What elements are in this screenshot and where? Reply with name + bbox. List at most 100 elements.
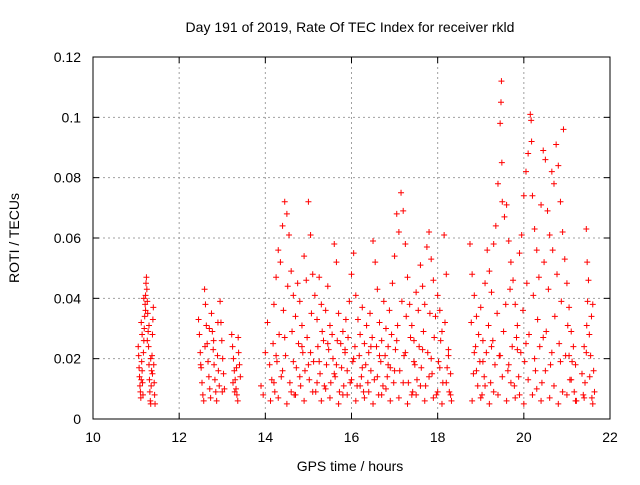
data-point bbox=[305, 361, 312, 368]
data-point bbox=[522, 340, 529, 347]
data-point bbox=[229, 343, 236, 350]
data-point bbox=[335, 400, 342, 407]
data-point bbox=[139, 331, 146, 338]
data-point bbox=[270, 301, 277, 308]
data-point bbox=[289, 328, 296, 335]
data-point bbox=[426, 228, 433, 235]
data-point bbox=[398, 298, 405, 305]
data-point bbox=[333, 361, 340, 368]
data-point bbox=[370, 238, 377, 245]
data-point bbox=[387, 364, 394, 371]
data-point bbox=[590, 367, 597, 374]
data-point bbox=[339, 328, 346, 335]
data-point bbox=[468, 319, 475, 326]
data-point bbox=[411, 361, 418, 368]
data-point bbox=[337, 340, 344, 347]
data-point bbox=[284, 283, 291, 290]
data-point bbox=[443, 379, 450, 386]
data-point bbox=[333, 259, 340, 266]
data-point bbox=[293, 364, 300, 371]
data-point bbox=[395, 394, 402, 401]
data-point bbox=[417, 382, 424, 389]
data-point bbox=[149, 352, 156, 359]
data-point bbox=[505, 238, 512, 245]
data-point bbox=[230, 379, 237, 386]
data-point bbox=[371, 376, 378, 383]
data-point bbox=[202, 301, 209, 308]
data-point bbox=[519, 307, 526, 314]
data-point bbox=[326, 322, 333, 329]
data-point bbox=[555, 162, 562, 169]
data-point bbox=[260, 391, 267, 398]
data-point bbox=[365, 388, 372, 395]
data-point bbox=[306, 376, 313, 383]
data-point bbox=[314, 316, 321, 323]
data-point bbox=[419, 283, 426, 290]
data-point bbox=[236, 361, 243, 368]
data-point bbox=[505, 361, 512, 368]
data-point bbox=[434, 292, 441, 299]
data-point bbox=[441, 231, 448, 238]
data-point bbox=[422, 382, 429, 389]
data-point bbox=[342, 316, 349, 323]
data-point bbox=[477, 304, 484, 311]
data-point bbox=[415, 307, 422, 314]
data-point bbox=[271, 388, 278, 395]
data-point bbox=[150, 361, 157, 368]
data-point bbox=[426, 310, 433, 317]
data-point bbox=[391, 253, 398, 260]
data-point bbox=[144, 310, 151, 317]
data-point bbox=[150, 304, 157, 311]
data-point bbox=[344, 391, 351, 398]
data-point bbox=[268, 376, 275, 383]
data-point bbox=[433, 391, 440, 398]
data-point bbox=[437, 337, 444, 344]
data-point bbox=[145, 328, 152, 335]
data-point bbox=[309, 271, 316, 278]
data-point bbox=[258, 382, 265, 389]
data-point bbox=[276, 331, 283, 338]
chart-title: Day 191 of 2019, Rate Of TEC Index for r… bbox=[186, 19, 515, 35]
data-point bbox=[279, 367, 286, 374]
data-point bbox=[311, 292, 318, 299]
data-point bbox=[230, 355, 237, 362]
data-point bbox=[513, 334, 520, 341]
data-point bbox=[585, 277, 592, 284]
data-point bbox=[151, 379, 158, 386]
data-point bbox=[503, 397, 510, 404]
data-point bbox=[351, 343, 358, 350]
data-point bbox=[434, 388, 441, 395]
data-point bbox=[553, 141, 560, 148]
data-point bbox=[472, 343, 479, 350]
data-point bbox=[316, 358, 323, 365]
data-point bbox=[379, 382, 386, 389]
data-point bbox=[436, 307, 443, 314]
data-point bbox=[540, 147, 547, 154]
data-point bbox=[438, 400, 445, 407]
data-point bbox=[367, 310, 374, 317]
data-point bbox=[516, 250, 523, 257]
data-point bbox=[533, 247, 540, 254]
data-point bbox=[549, 247, 556, 254]
data-point bbox=[413, 289, 420, 296]
data-point bbox=[376, 352, 383, 359]
data-point bbox=[139, 379, 146, 386]
data-point bbox=[316, 274, 323, 281]
data-point bbox=[486, 400, 493, 407]
data-point bbox=[521, 358, 528, 365]
data-point bbox=[395, 228, 402, 235]
data-point bbox=[136, 373, 143, 380]
data-point bbox=[417, 262, 424, 269]
x-tick-label: 22 bbox=[602, 429, 618, 445]
data-point bbox=[278, 373, 285, 380]
data-point bbox=[205, 373, 212, 380]
y-tick-label: 0.06 bbox=[54, 230, 81, 246]
data-point bbox=[286, 379, 293, 386]
data-point bbox=[546, 394, 553, 401]
data-point bbox=[314, 379, 321, 386]
data-point bbox=[331, 370, 338, 377]
data-point bbox=[432, 313, 439, 320]
data-point bbox=[211, 361, 218, 368]
y-tick-label: 0.04 bbox=[54, 290, 81, 306]
data-point bbox=[534, 316, 541, 323]
